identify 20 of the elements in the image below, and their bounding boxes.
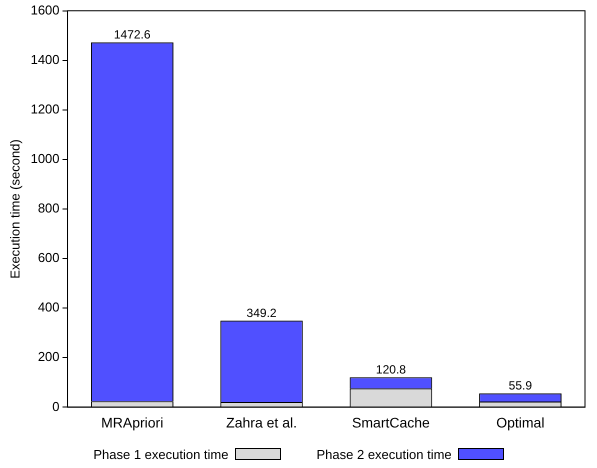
y-tick-label: 1400: [30, 52, 60, 67]
y-tick-label: 800: [38, 200, 60, 216]
x-tick-label: Zahra et al.: [226, 414, 297, 430]
x-tick-label: SmartCache: [352, 414, 430, 430]
total-label: 349.2: [246, 306, 277, 320]
y-tick-label: 200: [38, 349, 60, 364]
total-label: 1472.6: [114, 28, 151, 42]
y-tick-label: 1600: [30, 2, 60, 18]
x-tick-label: MRApriori: [101, 414, 164, 430]
y-tick-label: 1000: [30, 151, 60, 166]
y-tick-label: 600: [38, 250, 60, 266]
x-tick-label: Optimal: [496, 414, 544, 430]
total-label: 55.9: [508, 378, 532, 393]
legend-label: Phase 1 execution time: [93, 446, 228, 462]
y-tick-label: 1200: [30, 101, 60, 116]
y-tick-label: 400: [38, 300, 60, 315]
total-label: 120.8: [376, 362, 406, 377]
y-axis-title: Execution time (second): [7, 139, 22, 279]
legend-label: Phase 2 execution time: [316, 446, 452, 462]
y-tick-label: 0: [52, 398, 60, 414]
